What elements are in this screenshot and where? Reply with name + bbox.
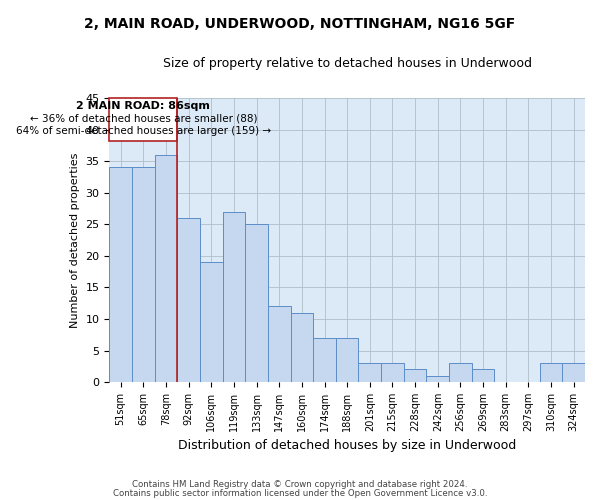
Bar bbox=[200, 262, 223, 382]
Bar bbox=[539, 363, 562, 382]
Text: 2 MAIN ROAD: 86sqm: 2 MAIN ROAD: 86sqm bbox=[76, 101, 210, 111]
Text: ← 36% of detached houses are smaller (88): ← 36% of detached houses are smaller (88… bbox=[29, 114, 257, 124]
Bar bbox=[177, 218, 200, 382]
Bar bbox=[404, 370, 427, 382]
Bar bbox=[109, 98, 177, 141]
Text: 64% of semi-detached houses are larger (159) →: 64% of semi-detached houses are larger (… bbox=[16, 126, 271, 136]
Bar bbox=[358, 363, 381, 382]
Bar bbox=[336, 338, 358, 382]
Text: Contains HM Land Registry data © Crown copyright and database right 2024.: Contains HM Land Registry data © Crown c… bbox=[132, 480, 468, 489]
Bar bbox=[313, 338, 336, 382]
Bar bbox=[223, 212, 245, 382]
Y-axis label: Number of detached properties: Number of detached properties bbox=[70, 152, 80, 328]
Bar bbox=[109, 168, 132, 382]
Bar bbox=[449, 363, 472, 382]
Bar bbox=[155, 155, 177, 382]
Bar bbox=[427, 376, 449, 382]
Text: 2, MAIN ROAD, UNDERWOOD, NOTTINGHAM, NG16 5GF: 2, MAIN ROAD, UNDERWOOD, NOTTINGHAM, NG1… bbox=[85, 18, 515, 32]
Title: Size of property relative to detached houses in Underwood: Size of property relative to detached ho… bbox=[163, 58, 532, 70]
X-axis label: Distribution of detached houses by size in Underwood: Distribution of detached houses by size … bbox=[178, 440, 516, 452]
Bar bbox=[268, 306, 290, 382]
Text: Contains public sector information licensed under the Open Government Licence v3: Contains public sector information licen… bbox=[113, 489, 487, 498]
Bar bbox=[381, 363, 404, 382]
Bar bbox=[562, 363, 585, 382]
Bar bbox=[472, 370, 494, 382]
Bar bbox=[245, 224, 268, 382]
Bar bbox=[132, 168, 155, 382]
Bar bbox=[290, 312, 313, 382]
